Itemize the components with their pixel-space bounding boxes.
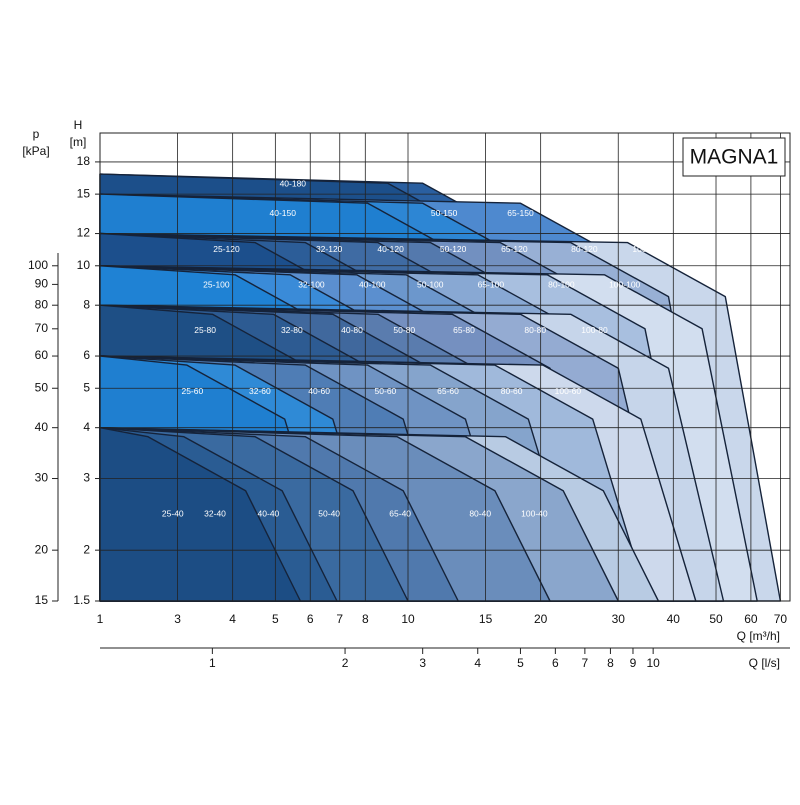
y2-axis-unit: [kPa] — [22, 144, 49, 158]
x2-tick-label: 6 — [552, 656, 559, 670]
pump-label: 50-150 — [431, 208, 458, 218]
y-tick-label: 8 — [83, 297, 90, 311]
y-tick-label: 12 — [77, 226, 91, 240]
pump-label: 65-80 — [453, 325, 475, 335]
x-tick-label: 4 — [229, 612, 236, 626]
y2-tick-label: 70 — [35, 321, 49, 335]
x-tick-label: 70 — [774, 612, 788, 626]
y-tick-label: 10 — [77, 258, 91, 272]
pump-label: 32-120 — [316, 244, 343, 254]
x-tick-label: 50 — [709, 612, 723, 626]
pump-label: 80-60 — [501, 386, 523, 396]
x-tick-label: 60 — [744, 612, 758, 626]
pump-label: 80-120 — [571, 244, 598, 254]
x2-tick-label: 7 — [582, 656, 589, 670]
y2-axis-title: p — [33, 127, 40, 141]
pump-label: 100-40 — [521, 509, 548, 519]
pump-label: 40-120 — [377, 244, 404, 254]
pump-label: 25-40 — [162, 509, 184, 519]
y-axis-unit: [m] — [70, 135, 87, 149]
y-axis-title: H — [74, 118, 83, 132]
pump-labels: 50-180 40-180 65-150 50-150 40-150 100-120 80-… — [162, 178, 664, 518]
x-tick-label: 6 — [307, 612, 314, 626]
y2-tick-label: 15 — [35, 593, 49, 607]
y-tick-label: 2 — [83, 542, 90, 556]
pump-label: 32-40 — [204, 509, 226, 519]
pump-label: 50-60 — [375, 386, 397, 396]
plot-frame — [99, 132, 791, 602]
x2-tick-label: 5 — [517, 656, 524, 670]
x2-tick-label: 4 — [474, 656, 481, 670]
x-axis-title: Q [m³/h] — [737, 629, 780, 643]
x2-axis-title: Q [l/s] — [749, 656, 780, 670]
pump-label: 40-60 — [308, 386, 330, 396]
x2-tick-label: 10 — [646, 656, 660, 670]
pump-label: 100-60 — [555, 386, 582, 396]
y2-tick-label: 40 — [35, 420, 49, 434]
pump-label: 65-100 — [478, 280, 505, 290]
pump-label: 40-180 — [280, 178, 307, 188]
pump-label: 40-80 — [341, 325, 363, 335]
pump-label: 40-150 — [269, 208, 296, 218]
pump-label: 32-80 — [281, 325, 303, 335]
y2-tick-label: 60 — [35, 348, 49, 362]
y-tick-label: 6 — [83, 348, 90, 362]
y2-tick-label: 20 — [35, 542, 49, 556]
pump-label: 65-40 — [389, 509, 411, 519]
y-tick-label: 18 — [77, 154, 91, 168]
pump-label: 80-40 — [469, 509, 491, 519]
y-tick-label: 15 — [77, 186, 91, 200]
x-tick-label: 30 — [612, 612, 626, 626]
x2-tick-label: 3 — [419, 656, 426, 670]
pump-label: 65-60 — [437, 386, 459, 396]
pump-label: 25-60 — [181, 386, 203, 396]
y2-tick-label: 100 — [28, 258, 48, 272]
x-tick-label: 40 — [667, 612, 681, 626]
pump-label: 80-80 — [524, 325, 546, 335]
pump-label: 100-100 — [609, 280, 640, 290]
title-box — [682, 137, 786, 177]
y2-tick-label: 80 — [35, 297, 49, 311]
pump-label: 32-60 — [249, 386, 271, 396]
pump-label: 40-40 — [258, 509, 280, 519]
pump-label: 50-80 — [393, 325, 415, 335]
y-tick-label: 5 — [83, 380, 90, 394]
chart-title: MAGNA1 — [690, 146, 779, 169]
pump-label: 25-80 — [194, 325, 216, 335]
x-tick-label: 20 — [534, 612, 548, 626]
pump-label: 100-120 — [632, 244, 663, 254]
y-tick-label: 3 — [83, 471, 90, 485]
pump-label: 50-40 — [318, 509, 340, 519]
pump-label: 65-120 — [501, 244, 528, 254]
pump-label: 32-100 — [298, 280, 325, 290]
y-tick-label: 4 — [83, 420, 90, 434]
pump-label: 50-180 — [441, 178, 468, 188]
x2-tick-label: 9 — [630, 656, 637, 670]
x-tick-label: 15 — [479, 612, 493, 626]
pump-label: 25-100 — [203, 280, 230, 290]
x2-tick-label: 1 — [209, 656, 216, 670]
x-tick-label: 5 — [272, 612, 279, 626]
pump-label: 40-100 — [359, 280, 386, 290]
y2-tick-label: 50 — [35, 380, 49, 394]
pump-label: 65-150 — [507, 208, 534, 218]
x-tick-label: 7 — [336, 612, 343, 626]
y2-tick-label: 90 — [35, 277, 49, 291]
y2-tick-label: 30 — [35, 471, 49, 485]
x-tick-label: 8 — [362, 612, 369, 626]
pump-label: 25-120 — [213, 244, 240, 254]
pump-label: 50-120 — [440, 244, 467, 254]
pump-label: 80-100 — [548, 280, 575, 290]
y-tick-label: 1.5 — [73, 593, 90, 607]
x-tick-label: 1 — [97, 612, 104, 626]
x-tick-label: 10 — [401, 612, 415, 626]
pump-label: 100-80 — [581, 325, 608, 335]
x2-tick-label: 2 — [342, 656, 349, 670]
x2-tick-label: 8 — [607, 656, 614, 670]
pump-label: 50-100 — [417, 280, 444, 290]
x-tick-label: 3 — [174, 612, 181, 626]
